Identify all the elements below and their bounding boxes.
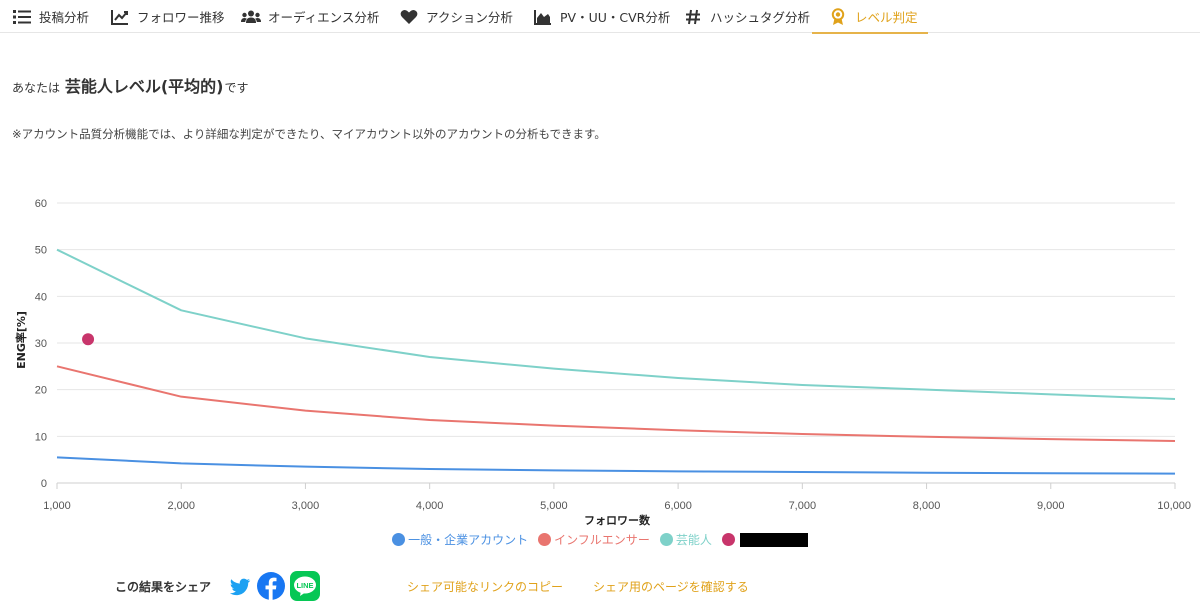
tab-label: 投稿分析 bbox=[39, 10, 90, 25]
tab-label: レベル判定 bbox=[855, 10, 918, 25]
legend-label: 芸能人 bbox=[675, 533, 712, 547]
series-line-0 bbox=[56, 456, 1176, 475]
x-tick-label: 1,000 bbox=[43, 500, 71, 512]
confirm-share-page-link[interactable]: シェア用のページを確認する bbox=[593, 580, 749, 594]
y-tick-label: 50 bbox=[35, 245, 47, 257]
x-tick-label: 10,000 bbox=[1157, 500, 1191, 512]
redacted-account-name bbox=[739, 532, 808, 547]
x-axis-ticks: 1,000 2,000 3,000 4,000 5,000 6,000 7,000 8,000… bbox=[43, 483, 1191, 512]
legend-item-general[interactable]: 一般・企業アカウント bbox=[392, 531, 528, 548]
copy-share-link[interactable]: シェア可能なリンクのコピー bbox=[407, 580, 564, 594]
users-icon bbox=[241, 8, 261, 26]
tab-label: アクション分析 bbox=[426, 10, 513, 25]
tab-label: PV・UU・CVR分析 bbox=[560, 10, 671, 25]
x-tick-label: 4,000 bbox=[416, 500, 444, 512]
chart-grid bbox=[57, 202, 1175, 484]
my-account-point[interactable] bbox=[82, 333, 95, 346]
tab-label: フォロワー推移 bbox=[137, 10, 225, 25]
line-icon-text: LINE bbox=[296, 581, 313, 590]
chart-series bbox=[56, 248, 1176, 475]
x-axis-title: フォロワー数 bbox=[584, 513, 651, 527]
x-tick-label: 6,000 bbox=[664, 500, 692, 512]
chart-legend: 一般・企業アカウント インフルエンサー 芸能人 bbox=[0, 531, 1200, 548]
x-tick-label: 7,000 bbox=[789, 500, 817, 512]
level-suffix: です bbox=[224, 81, 249, 95]
legend-item-my-account[interactable] bbox=[721, 532, 808, 547]
tab-follower-trend[interactable]: フォロワー推移 bbox=[110, 0, 225, 33]
share-label: この結果をシェア bbox=[115, 580, 212, 594]
y-tick-label: 30 bbox=[35, 338, 47, 350]
level-value: 芸能人レベル(平均的) bbox=[64, 77, 224, 96]
legend-label: 一般・企業アカウント bbox=[408, 533, 529, 547]
chart-points bbox=[82, 333, 95, 346]
legend-item-celebrity[interactable]: 芸能人 bbox=[659, 531, 712, 548]
award-icon bbox=[828, 7, 848, 26]
y-tick-label: 10 bbox=[35, 431, 47, 443]
tab-pv-uu-cvr-analysis[interactable]: PV・UU・CVR分析 bbox=[533, 0, 670, 33]
y-tick-label: 20 bbox=[35, 385, 47, 397]
quality-analysis-note: ※アカウント品質分析機能では、より詳細な判定ができたり、マイアカウント以外のアカ… bbox=[12, 127, 606, 141]
legend-dot bbox=[538, 533, 552, 546]
y-tick-label: 60 bbox=[35, 198, 47, 210]
x-tick-label: 2,000 bbox=[167, 500, 195, 512]
twitter-icon[interactable] bbox=[225, 571, 255, 601]
tab-level-judgment[interactable]: レベル判定 bbox=[812, 0, 927, 34]
tab-hashtag-analysis[interactable]: ハッシュタグ分析 bbox=[683, 0, 810, 33]
line-icon[interactable]: LINE bbox=[290, 571, 320, 601]
legend-label: インフルエンサー bbox=[554, 533, 650, 547]
trend-chart-icon bbox=[110, 8, 130, 26]
hashtag-icon bbox=[683, 8, 703, 26]
y-tick-label: 40 bbox=[35, 291, 47, 303]
tab-label: ハッシュタグ分析 bbox=[710, 10, 811, 25]
x-tick-label: 9,000 bbox=[1037, 500, 1065, 512]
area-chart-icon bbox=[533, 8, 553, 26]
analysis-tab-bar: 投稿分析 フォロワー推移 オーディエンス分析 アクション分析 PV・UU・CVR… bbox=[0, 0, 1200, 34]
level-prefix: あなたは bbox=[12, 81, 61, 95]
heart-icon bbox=[399, 8, 419, 26]
series-line-2 bbox=[56, 248, 1176, 400]
x-tick-label: 5,000 bbox=[540, 500, 568, 512]
tab-label: オーディエンス分析 bbox=[268, 10, 380, 25]
legend-dot bbox=[659, 533, 673, 546]
legend-dot bbox=[392, 533, 406, 546]
series-line-1 bbox=[56, 365, 1176, 442]
tab-action-analysis[interactable]: アクション分析 bbox=[399, 0, 513, 33]
tab-post-analysis[interactable]: 投稿分析 bbox=[12, 0, 89, 33]
y-axis-ticks: 0 10 20 30 40 50 60 bbox=[35, 198, 47, 490]
y-axis-title: ENG率[%] bbox=[14, 311, 28, 369]
x-tick-label: 8,000 bbox=[913, 500, 941, 512]
eng-rate-chart: 0 10 20 30 40 50 60 1,000 2,000 3,000 4,000 5,000 6… bbox=[14, 198, 1191, 527]
list-icon bbox=[12, 8, 32, 26]
x-tick-label: 3,000 bbox=[292, 500, 320, 512]
facebook-icon[interactable] bbox=[256, 571, 286, 601]
tab-audience-analysis[interactable]: オーディエンス分析 bbox=[241, 0, 379, 33]
level-result: あなたは 芸能人レベル(平均的)です bbox=[12, 73, 249, 97]
y-tick-label: 0 bbox=[41, 478, 47, 490]
share-row: この結果をシェア LINE シェア可能なリンクのコピー シェア用のページを確認す… bbox=[0, 571, 1200, 601]
legend-item-influencer[interactable]: インフルエンサー bbox=[538, 531, 650, 548]
legend-dot bbox=[721, 533, 735, 546]
